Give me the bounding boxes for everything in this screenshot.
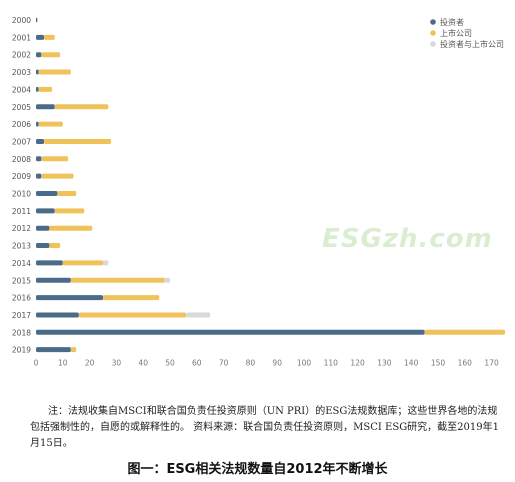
bar-2014-series-1 [62,260,103,266]
bar-2013-series-0 [36,243,50,249]
x-tick-label-140: 140 [404,359,419,368]
y-tick-label-2018: 2018 [12,328,31,337]
x-tick-label-10: 10 [58,359,68,368]
legend-label-0: 投资者 [440,17,464,27]
bar-2004-series-0 [36,86,39,92]
y-tick-label-2012: 2012 [12,224,31,233]
bar-2006-series-0 [36,121,39,127]
x-tick-label-40: 40 [138,359,148,368]
y-tick-label-2015: 2015 [12,276,31,285]
legend-label-2: 投资者与上市公司 [440,39,504,49]
bar-2001-series-1 [44,34,55,40]
bar-2000-series-0 [36,17,38,23]
bar-2004-series-1 [38,86,53,92]
bar-2011-series-1 [54,208,85,214]
bar-2013-series-1 [49,243,61,249]
bar-2015-series-1 [70,277,165,283]
bar-2007-series-0 [36,138,45,144]
bar-2009-series-0 [36,173,42,179]
x-tick-label-90: 90 [272,359,282,368]
chart-note: 注：法规收集自MSCI和联合国负责任投资原则（UN PRI）的ESG法规数据库；… [30,406,499,449]
x-tick-label-50: 50 [165,359,175,368]
y-tick-label-2004: 2004 [12,85,31,94]
x-tick-label-150: 150 [431,359,446,368]
bar-2016-series-0 [36,295,103,301]
bar-2010-series-0 [36,191,58,196]
bar-2001-series-0 [36,34,45,40]
x-tick-label-100: 100 [297,359,312,368]
bar-2003-series-1 [38,69,71,75]
bar-2005-series-0 [36,104,55,110]
bar-2008-series-0 [36,156,42,162]
watermark: ESGzh.com [322,224,493,254]
y-tick-label-2008: 2008 [12,155,31,164]
x-tick-label-80: 80 [246,359,256,368]
legend-label-1: 上市公司 [440,28,472,38]
y-tick-label-2019: 2019 [12,346,31,355]
legend-marker-2 [430,41,436,47]
x-tick-label-20: 20 [85,359,95,368]
y-tick-label-2006: 2006 [12,120,31,129]
x-tick-label-170: 170 [484,359,499,368]
bar-2017-series-1 [78,312,187,318]
legend-marker-0 [430,19,436,25]
x-tick-label-130: 130 [377,359,392,368]
y-tick-label-2014: 2014 [12,259,31,268]
y-tick-label-2007: 2007 [12,137,31,146]
bar-2016-series-1 [103,295,160,301]
bar-2003-series-0 [36,69,39,75]
y-tick-label-2000: 2000 [12,16,31,25]
bar-2015-series-0 [36,277,71,283]
y-tick-label-2010: 2010 [12,190,31,199]
x-tick-label-70: 70 [219,359,229,368]
y-tick-label-2017: 2017 [12,311,31,320]
y-tick-label-2003: 2003 [12,68,31,77]
y-tick-label-2005: 2005 [12,103,31,112]
y-tick-label-2011: 2011 [12,207,31,216]
y-tick-label-2009: 2009 [12,172,31,181]
y-tick-label-2016: 2016 [12,294,31,303]
x-tick-label-160: 160 [458,359,473,368]
bar-2012-series-1 [49,225,93,231]
bar-2014-series-0 [36,260,63,266]
bar-2005-series-1 [54,104,109,110]
figure-caption: 图一：ESG相关法规数量自2012年不断增长 [127,462,388,477]
bar-2009-series-1 [41,173,74,179]
x-tick-label-60: 60 [192,359,202,368]
bar-2019-series-1 [70,347,77,353]
bar-2017-series-0 [36,312,79,318]
x-tick-label-30: 30 [112,359,122,368]
bar-2018-series-0 [36,329,425,335]
x-tick-label-110: 110 [324,359,339,368]
bar-2012-series-0 [36,225,50,231]
x-tick-label-0: 0 [34,359,39,368]
stacked-bar-chart: 2000200120022003200420052006200720082009… [12,16,505,368]
bar-2019-series-0 [36,347,71,353]
y-tick-label-2013: 2013 [12,242,31,251]
bar-2018-series-1 [424,329,505,335]
bar-2008-series-1 [41,156,69,162]
legend-marker-1 [430,30,436,36]
bar-2006-series-1 [38,121,63,127]
bar-2002-series-1 [41,52,61,58]
bar-2010-series-1 [57,191,77,196]
bar-2015-series-2 [164,277,170,283]
bar-2002-series-0 [36,52,42,58]
y-tick-label-2002: 2002 [12,51,31,60]
bar-2014-series-2 [103,260,109,266]
bar-2011-series-0 [36,208,55,214]
bar-2017-series-2 [186,312,211,318]
x-tick-label-120: 120 [350,359,365,368]
y-tick-label-2001: 2001 [12,33,31,42]
bar-2007-series-1 [44,138,112,144]
